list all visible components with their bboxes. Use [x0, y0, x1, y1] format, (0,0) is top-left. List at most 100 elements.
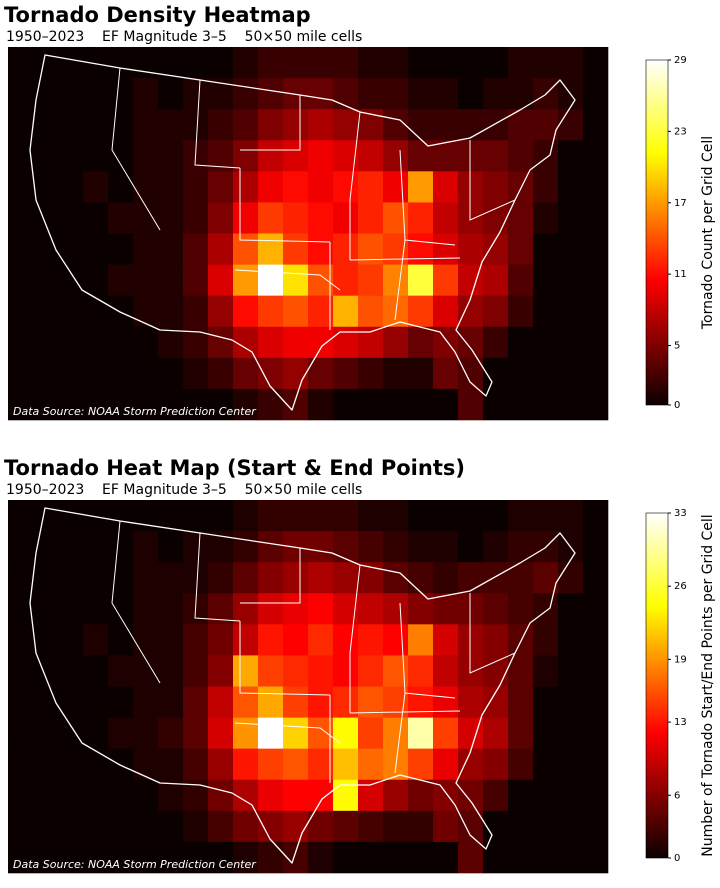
- heat-cell: [8, 295, 34, 328]
- heat-cell: [83, 202, 109, 234]
- heat-cell: [408, 233, 434, 265]
- heat-cell: [333, 655, 359, 687]
- heat-cell: [258, 47, 284, 79]
- heat-cell: [383, 140, 409, 172]
- heat-cell: [208, 655, 234, 687]
- heat-cell: [133, 357, 159, 390]
- heat-cell: [233, 748, 259, 781]
- heat-cell: [383, 500, 409, 532]
- heat-cell: [533, 202, 559, 234]
- heat-cell: [283, 624, 309, 656]
- heat-cell: [108, 655, 134, 687]
- colorbar-tick-label: 5: [674, 341, 680, 352]
- heat-cell: [283, 47, 309, 79]
- heat-cell: [108, 593, 134, 625]
- heat-cell: [333, 47, 359, 79]
- heat-cell: [108, 779, 134, 812]
- heat-cell: [533, 779, 559, 812]
- heat-cell: [308, 171, 334, 203]
- colorbar-tick-label: 26: [674, 581, 687, 592]
- heat-cell: [33, 357, 59, 390]
- heat-cell: [308, 140, 334, 172]
- heat-cell: [508, 748, 534, 781]
- heat-cell: [208, 264, 234, 296]
- heat-cell: [83, 841, 109, 874]
- heat-cell: [433, 593, 459, 625]
- heat-cell: [533, 388, 559, 421]
- heat-cell: [183, 109, 209, 141]
- heat-cell: [233, 47, 259, 79]
- heat-cell: [258, 686, 284, 718]
- heat-cell: [308, 655, 334, 687]
- heat-cell: [8, 109, 34, 141]
- heat-cell: [433, 624, 459, 656]
- heat-cell: [108, 78, 134, 110]
- heat-cell: [158, 264, 184, 296]
- heat-cell: [508, 593, 534, 625]
- heat-cell: [183, 531, 209, 563]
- heat-cell: [458, 779, 484, 812]
- heat-cell: [158, 841, 184, 874]
- heat-cell: [558, 140, 584, 172]
- heat-cell: [58, 624, 84, 656]
- heat-cell: [258, 748, 284, 781]
- heat-cell: [483, 655, 509, 687]
- heat-cell: [58, 357, 84, 390]
- heat-cell: [433, 202, 459, 234]
- heat-cell: [558, 500, 584, 532]
- heat-cell: [233, 841, 259, 874]
- heat-cell: [258, 388, 284, 421]
- heat-cell: [108, 624, 134, 656]
- heat-cell: [358, 202, 384, 234]
- heat-cell: [533, 47, 559, 79]
- heat-cell: [258, 357, 284, 390]
- heat-cell: [283, 171, 309, 203]
- heat-cell: [158, 655, 184, 687]
- heat-cell: [333, 357, 359, 390]
- heat-cell: [58, 140, 84, 172]
- heat-cell: [308, 47, 334, 79]
- heat-cell: [258, 779, 284, 812]
- heat-cell: [8, 326, 34, 359]
- heat-cell: [108, 109, 134, 141]
- heat-cell: [158, 140, 184, 172]
- heat-cell: [283, 748, 309, 781]
- heat-cell: [333, 171, 359, 203]
- heat-cell: [8, 655, 34, 687]
- heat-cell: [508, 500, 534, 532]
- heat-cell: [383, 562, 409, 594]
- heat-cell: [533, 624, 559, 656]
- colorbar-tick-label: 33: [674, 508, 687, 519]
- heat-cell: [533, 264, 559, 296]
- heat-cell: [33, 624, 59, 656]
- heat-cell: [258, 717, 284, 749]
- heat-cell: [158, 562, 184, 594]
- heat-cell: [408, 531, 434, 563]
- heat-cell: [483, 140, 509, 172]
- heat-cell: [108, 202, 134, 234]
- heat-cell: [8, 841, 34, 874]
- heat-cell: [283, 562, 309, 594]
- heat-cell: [208, 779, 234, 812]
- heat-cell: [558, 326, 584, 359]
- colorbar-tick-label: 19: [674, 654, 687, 665]
- heat-cell: [133, 779, 159, 812]
- heat-cell: [58, 717, 84, 749]
- heat-cell: [158, 686, 184, 718]
- heat-cell: [433, 531, 459, 563]
- heat-cell: [183, 295, 209, 328]
- heat-cell: [408, 357, 434, 390]
- heat-cell: [508, 624, 534, 656]
- heat-cell: [183, 624, 209, 656]
- heat-cell: [433, 810, 459, 843]
- heat-cell: [58, 810, 84, 843]
- heat-cell: [108, 326, 134, 359]
- heat-cell: [258, 140, 284, 172]
- heat-cell: [158, 593, 184, 625]
- heat-cell: [158, 233, 184, 265]
- heat-cell: [283, 500, 309, 532]
- heat-cell: [508, 717, 534, 749]
- heat-cell: [8, 748, 34, 781]
- heat-cell: [58, 655, 84, 687]
- chart-subtitle: 1950–2023 EF Magnitude 3–5 50×50 mile ce…: [6, 482, 362, 498]
